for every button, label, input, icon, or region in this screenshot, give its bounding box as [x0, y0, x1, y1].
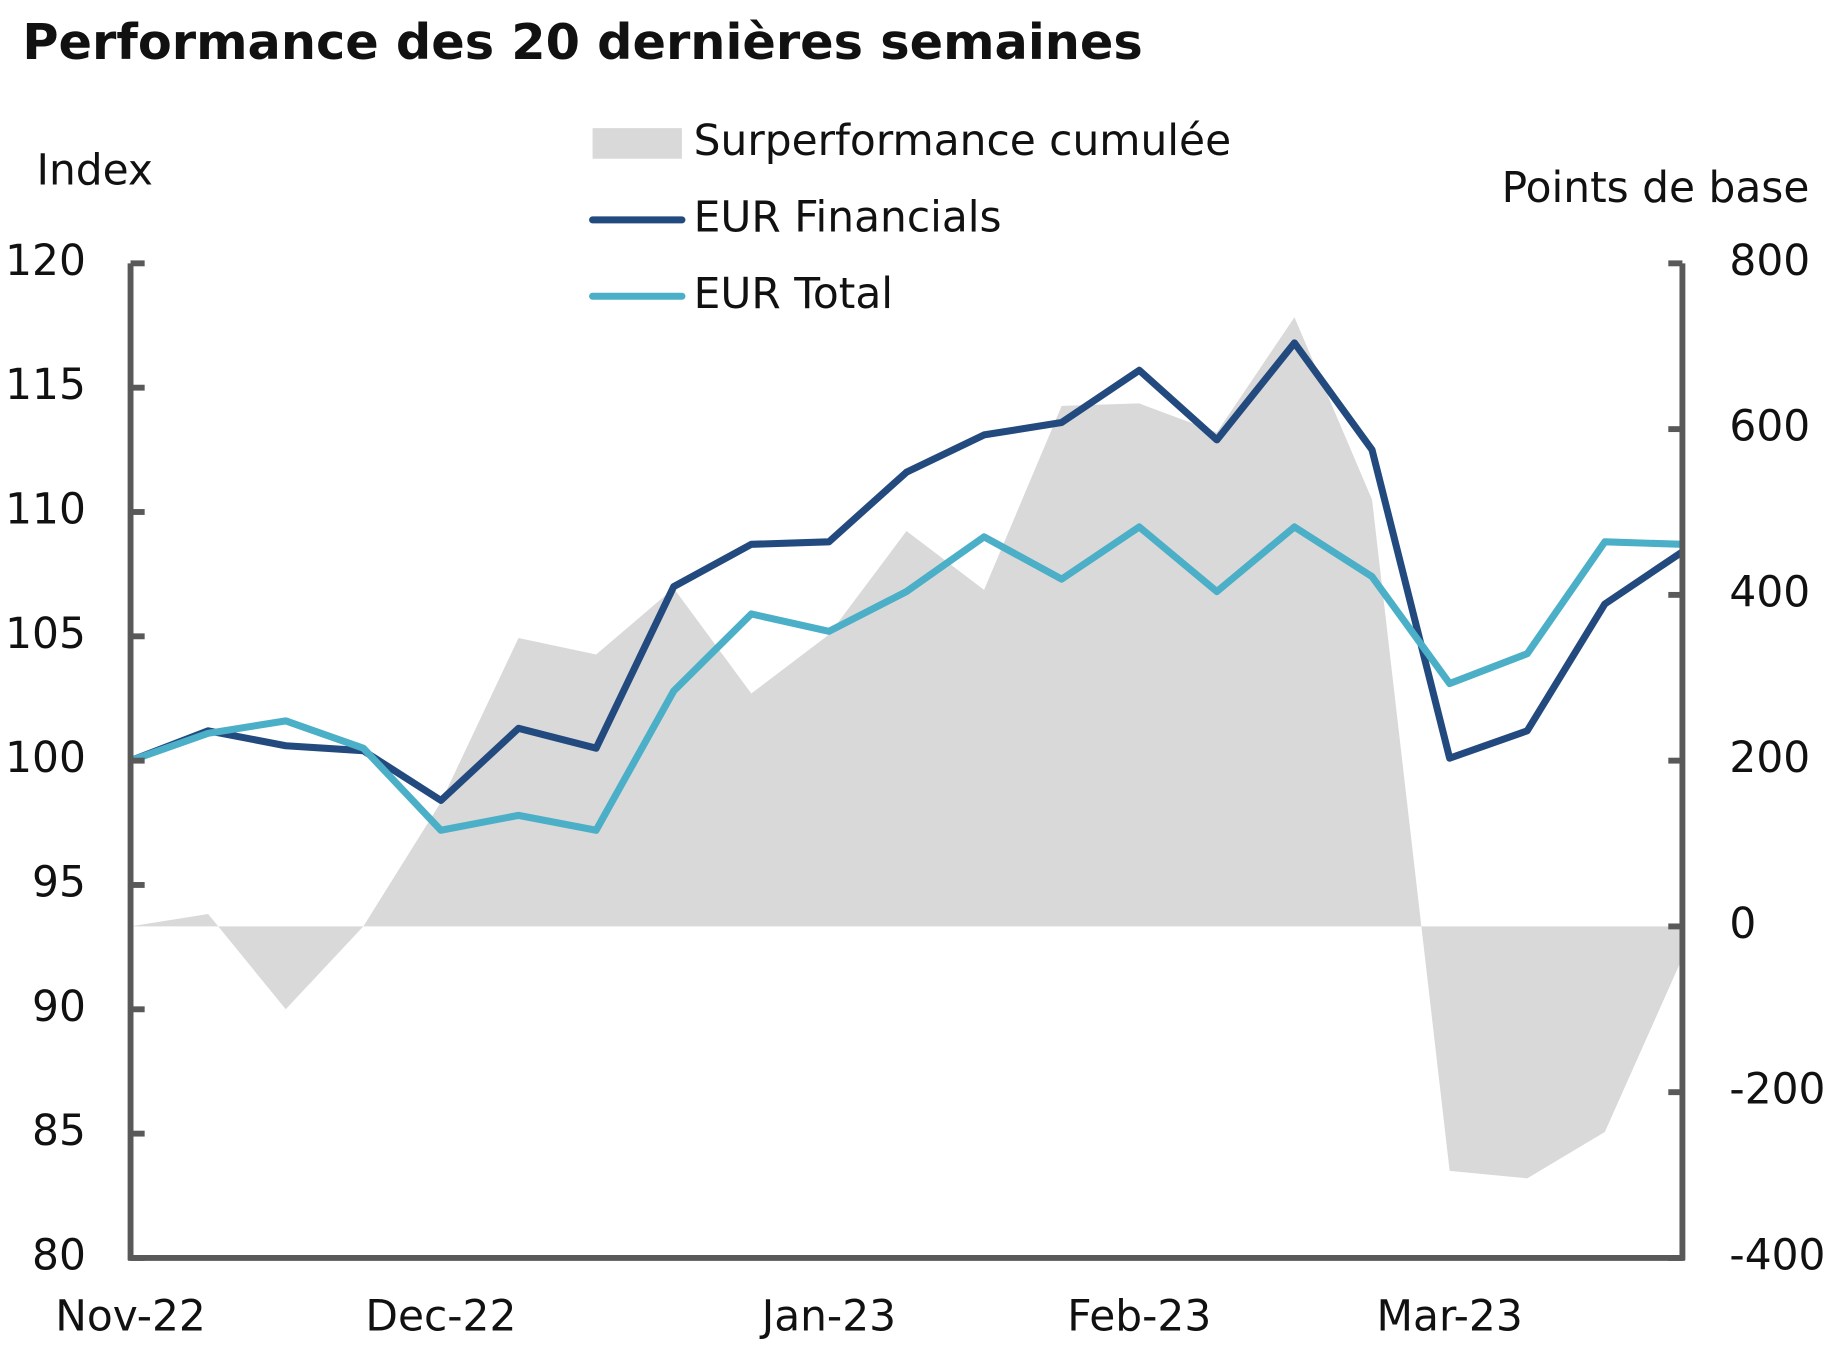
x-tick-label: Feb-23 — [1067, 1292, 1211, 1341]
y2-tick-label: 600 — [1729, 402, 1810, 451]
y2-axis-label: Points de base — [1502, 163, 1810, 212]
y2-tick-label: 200 — [1729, 733, 1810, 782]
y-tick-label: 110 — [5, 484, 86, 533]
y2-tick-label: 0 — [1729, 899, 1756, 948]
legend-label: Surperformance cumulée — [694, 116, 1231, 165]
x-tick-label: Nov-22 — [55, 1292, 206, 1341]
y2-tick-label: -400 — [1729, 1230, 1825, 1279]
x-tick-label: Dec-22 — [365, 1292, 516, 1341]
area — [130, 317, 1683, 1179]
line — [129, 339, 1685, 804]
y2-tick-label: 400 — [1729, 567, 1810, 616]
y-tick-label: 95 — [32, 857, 86, 906]
y-tick-label: 100 — [5, 733, 86, 782]
x-tick-label: Mar-23 — [1377, 1292, 1523, 1341]
y-tick-label: 105 — [5, 609, 86, 658]
legend-swatch — [592, 128, 682, 159]
legend-label: EUR Total — [694, 269, 893, 318]
chart-title: Performance des 20 dernières semaines — [22, 13, 1142, 71]
x-tick-label: Jan-23 — [759, 1292, 896, 1341]
line — [129, 523, 1683, 834]
y-tick-label: 120 — [5, 236, 86, 285]
y-tick-label: 115 — [5, 360, 86, 409]
y-tick-label: 85 — [32, 1106, 86, 1155]
legend-label: EUR Financials — [694, 192, 1002, 241]
y2-tick-label: -200 — [1729, 1065, 1825, 1114]
y2-tick-label: 800 — [1729, 236, 1810, 285]
y-tick-label: 80 — [32, 1230, 86, 1279]
y-axis-label: Index — [36, 145, 152, 194]
y-tick-label: 90 — [32, 982, 86, 1031]
